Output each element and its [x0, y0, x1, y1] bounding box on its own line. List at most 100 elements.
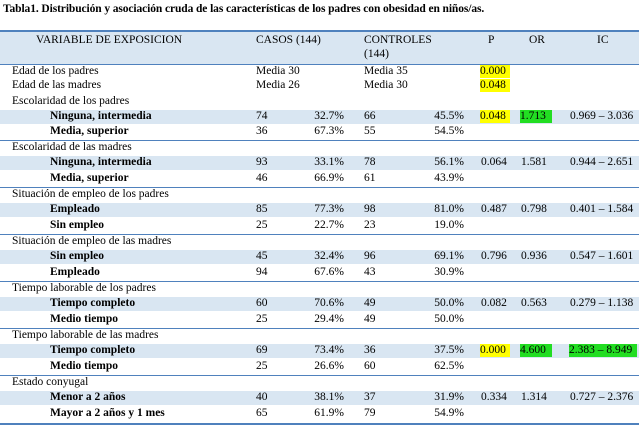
casos-pct: 77.3%	[314, 203, 344, 215]
controles-pct: 81.0%	[434, 203, 464, 215]
table-row: Media, superior 46 66.9% 61 43.9%	[0, 172, 639, 186]
header-controles: CONTROLES	[364, 34, 432, 46]
row-label: Edad de las madres	[12, 79, 102, 91]
or-value: 1.713	[520, 110, 552, 123]
casos-pct: 73.4%	[314, 344, 344, 356]
table-row: Ninguna, intermedia 74 32.7% 66 45.5% 0.…	[0, 110, 639, 124]
header-ic: IC	[597, 34, 609, 46]
controles-n: 96	[364, 250, 376, 262]
row-label: Sin empleo	[50, 219, 104, 231]
controles-n: 98	[364, 203, 376, 215]
header-p: P	[488, 34, 495, 46]
or-value: 1.581	[521, 156, 547, 168]
row-divider	[0, 281, 639, 282]
controles-pct: 30.9%	[434, 266, 464, 278]
controles-n: 55	[364, 125, 376, 137]
group-label: Situación de empleo de los padres	[12, 188, 169, 200]
controles-n: 79	[364, 407, 376, 419]
header-or: OR	[529, 34, 545, 46]
casos-n: 36	[256, 125, 268, 137]
casos-n: 60	[256, 297, 268, 309]
table-row: Medio tiempo 25 26.6% 60 62.5%	[0, 360, 639, 374]
controles-n: 23	[364, 219, 376, 231]
controles-pct: 19.0%	[434, 219, 464, 231]
controles-n: 66	[364, 110, 376, 122]
row-label: Menor a 2 años	[50, 391, 126, 403]
group-label: Tiempo laborable de los padres	[12, 282, 156, 294]
header-controles-n: (144)	[364, 48, 389, 60]
p-value: 0.796	[481, 250, 507, 262]
casos-n: 65	[256, 407, 268, 419]
casos-pct: 33.1%	[314, 156, 344, 168]
table-row: Medio tiempo 25 29.4% 49 50.0%	[0, 313, 639, 327]
group-label: Escolaridad de los padres	[12, 95, 130, 107]
p-value: 0.487	[481, 203, 507, 215]
casos-value: Media 30	[256, 65, 300, 77]
group-label: Escolaridad de las madres	[12, 141, 132, 153]
group-label: Situación de empleo de las madres	[12, 235, 172, 247]
row-label: Medio tiempo	[50, 313, 119, 325]
table-row: Menor a 2 años 40 38.1% 37 31.9% 0.334 1…	[0, 391, 639, 405]
row-divider	[0, 375, 639, 376]
controles-pct: 69.1%	[434, 250, 464, 262]
casos-n: 40	[256, 391, 268, 403]
or-value: 0.798	[521, 203, 547, 215]
casos-pct: 61.9%	[314, 407, 344, 419]
row-label: Ninguna, intermedia	[50, 156, 152, 168]
controles-pct: 50.0%	[434, 297, 464, 309]
controles-n: 49	[364, 297, 376, 309]
controles-n: 49	[364, 313, 376, 325]
row-divider	[0, 328, 639, 329]
group-header-row: Escolaridad de los padres	[0, 95, 639, 109]
ic-value: 0.547 – 1.601	[570, 250, 634, 262]
row-label: Tiempo completo	[50, 297, 136, 309]
controles-pct: 50.0%	[434, 313, 464, 325]
row-label: Edad de los padres	[12, 65, 99, 77]
table-row: Sin empleo 25 22.7% 23 19.0%	[0, 219, 639, 233]
row-label: Media, superior	[50, 125, 129, 137]
table-caption: Tabla1. Distribución y asociación cruda …	[3, 3, 485, 15]
row-label: Sin empleo	[50, 250, 104, 262]
header-row: VARIABLE DE EXPOSICION CASOS (144) CONTR…	[0, 32, 639, 64]
group-header-row: Estado conyugal	[0, 376, 639, 390]
or-value: 0.936	[521, 250, 547, 262]
group-header-row: Tiempo laborable de los padres	[0, 282, 639, 296]
controles-n: 37	[364, 391, 376, 403]
group-header-row: Situación de empleo de las madres	[0, 235, 639, 249]
ic-value: 0.401 – 1.584	[570, 203, 634, 215]
row-label: Medio tiempo	[50, 360, 119, 372]
casos-n: 25	[256, 313, 268, 325]
row-label: Media, superior	[50, 172, 129, 184]
row-label: Empleado	[50, 203, 100, 215]
row-divider	[0, 140, 639, 141]
controles-n: 36	[364, 344, 376, 356]
casos-pct: 32.4%	[314, 250, 344, 262]
controles-pct: 45.5%	[434, 110, 464, 122]
ic-value: 0.969 – 3.036	[570, 110, 634, 122]
casos-pct: 67.3%	[314, 125, 344, 137]
header-casos: CASOS (144)	[256, 34, 321, 46]
group-label: Estado conyugal	[12, 376, 89, 388]
casos-pct: 32.7%	[314, 110, 344, 122]
p-value: 0.082	[481, 297, 507, 309]
ic-value: 2.383 – 8.949	[569, 344, 637, 357]
controles-pct: 56.1%	[434, 156, 464, 168]
p-value: 0.000	[480, 65, 510, 78]
casos-pct: 38.1%	[314, 391, 344, 403]
row-label: Empleado	[50, 266, 100, 278]
top-rule	[0, 30, 639, 32]
controles-n: 60	[364, 360, 376, 372]
row-divider	[0, 234, 639, 235]
or-value: 1.314	[521, 391, 547, 403]
controles-n: 43	[364, 266, 376, 278]
header-rule	[0, 64, 639, 65]
casos-n: 46	[256, 172, 268, 184]
controles-value: Media 35	[364, 65, 408, 77]
row-divider	[0, 187, 639, 188]
table-row: Tiempo completo 69 73.4% 36 37.5% 0.000 …	[0, 344, 639, 358]
casos-n: 25	[256, 219, 268, 231]
row-label: Mayor a 2 años y 1 mes	[50, 407, 165, 419]
p-value: 0.334	[481, 391, 507, 403]
group-header-row: Situación de empleo de los padres	[0, 188, 639, 202]
table-row: Edad de las madres Media 26 Media 30 0.0…	[0, 79, 639, 93]
